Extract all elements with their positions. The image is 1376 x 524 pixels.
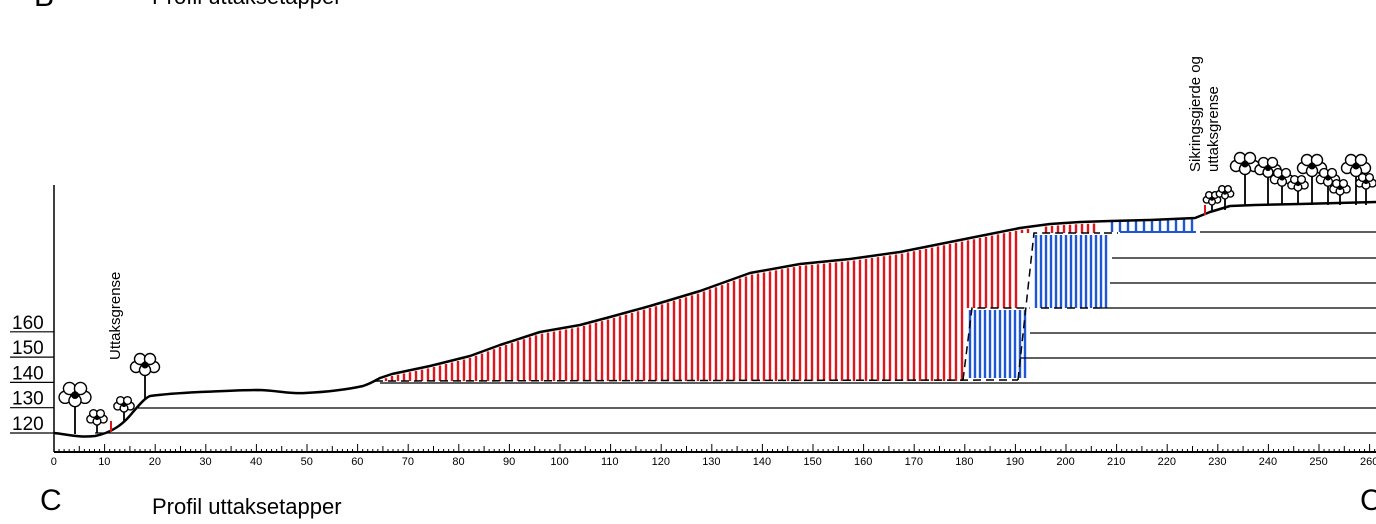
left-limit-label: Uttaksgrense (107, 272, 124, 360)
tree-icon (1355, 172, 1376, 205)
top-letter: B (34, 0, 54, 13)
x-tick-label: 140 (753, 456, 771, 468)
x-tick-label: 240 (1259, 456, 1277, 468)
x-tick-label: 200 (1056, 456, 1074, 468)
x-tick-label: 250 (1309, 456, 1327, 468)
x-tick-label: 60 (351, 456, 363, 468)
stage-blue-hatch (968, 219, 1196, 378)
section-letter-left: C (40, 484, 62, 517)
x-tick-label: 170 (905, 456, 923, 468)
y-tick-label: 160 (12, 313, 44, 334)
x-tick-label: 40 (250, 456, 262, 468)
y-tick-labels: 120 130 140 150 160 (12, 313, 44, 435)
x-tick-label: 160 (854, 456, 872, 468)
x-tick-labels: 0 10 20 30 40 50 60 70 80 90 100 110 120 130 140 150 160… (51, 456, 1376, 468)
x-tick-label: 10 (98, 456, 110, 468)
caption: Profil uttaksetapper (152, 494, 342, 519)
x-tick-label: 150 (803, 456, 821, 468)
tree-icon (1329, 178, 1351, 205)
tree-group (58, 151, 1376, 434)
x-tick-label: 190 (1006, 456, 1024, 468)
tree-icon (1340, 153, 1372, 205)
stage-boundaries (374, 232, 1118, 382)
tree-icon (86, 408, 108, 433)
x-tick-group (53, 444, 1376, 452)
stage-red-hatch (384, 223, 1096, 381)
tree-icon (1254, 156, 1282, 205)
right-limit-label-line2: uttaksgrense (1205, 86, 1222, 172)
x-tick-label: 180 (955, 456, 973, 468)
x-tick-label: 0 (51, 456, 57, 468)
tree-icon (113, 395, 135, 422)
level-lines (95, 231, 1376, 434)
y-tick-label: 130 (12, 389, 44, 410)
x-tick-label: 210 (1107, 456, 1125, 468)
tree-icon (1229, 151, 1261, 205)
x-tick-label: 130 (702, 456, 720, 468)
x-tick-label: 120 (652, 456, 670, 468)
tree-icon (1202, 190, 1222, 212)
x-tick-label: 220 (1158, 456, 1176, 468)
top-title: Profil uttaksetapper (152, 0, 342, 9)
x-tick-label: 110 (601, 456, 619, 468)
x-tick-label: 260 (1360, 456, 1376, 468)
x-tick-label: 70 (402, 456, 414, 468)
right-limit-label-line1: Sikringsgjerde og (1187, 56, 1204, 172)
y-tick-label: 140 (12, 363, 44, 384)
y-tick-group (10, 331, 54, 434)
terrain-line (53, 200, 1376, 438)
x-tick-label: 20 (149, 456, 161, 468)
tree-icon (1215, 184, 1235, 210)
x-tick-label: 80 (452, 456, 464, 468)
x-tick-label: 90 (503, 456, 515, 468)
tree-icon (1296, 153, 1328, 205)
section-letter-right: C (1360, 484, 1376, 517)
tree-icon (58, 381, 92, 434)
tree-icon (129, 352, 161, 400)
y-tick-label: 120 (12, 414, 44, 435)
x-tick-label: 50 (301, 456, 313, 468)
x-tick-label: 100 (550, 456, 568, 468)
y-tick-label: 150 (12, 338, 44, 359)
x-tick-label: 230 (1208, 456, 1226, 468)
tree-icon (1287, 174, 1309, 205)
x-tick-label: 30 (199, 456, 211, 468)
